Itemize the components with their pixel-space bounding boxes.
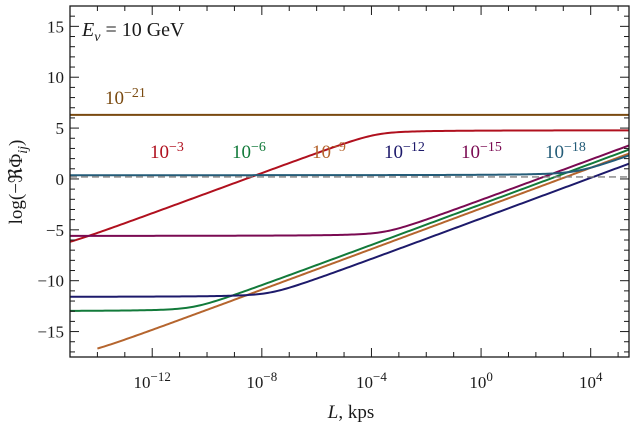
x-tick-label: 104: [579, 369, 603, 392]
x-tick-label: 100: [469, 369, 493, 392]
series-line: [97, 152, 629, 350]
x-tick-label: 10−4: [356, 369, 387, 392]
series-line: [70, 162, 629, 298]
x-tick-label: 10−8: [246, 369, 277, 392]
plot-curves: [70, 113, 629, 350]
x-axis-label: L, kps: [327, 402, 374, 423]
series-label: 10−6: [232, 140, 266, 163]
y-tick-label: −15: [37, 323, 64, 342]
y-tick-label: 0: [56, 170, 65, 189]
series-label: 10−21: [105, 86, 146, 109]
series-label: 10−18: [545, 140, 586, 163]
y-tick-label: 10: [47, 68, 64, 87]
axis-ticks: [69, 5, 629, 357]
y-tick-label: 15: [47, 17, 64, 36]
series-line: [70, 148, 629, 312]
y-tick-label: −5: [46, 221, 64, 240]
series-label: 10−12: [384, 140, 425, 163]
series-label: 10−15: [461, 140, 502, 163]
y-axis-label: log(−ℜΦij): [6, 140, 31, 225]
plot-frame: [69, 5, 630, 358]
energy-annotation: Eν = 10 GeV: [81, 19, 185, 45]
x-tick-label: 10−12: [134, 369, 171, 392]
series-label: 10−9: [312, 140, 346, 163]
series-line: [70, 129, 629, 243]
series-line: [70, 154, 629, 177]
series-label: 10−3: [150, 140, 184, 163]
y-tick-label: 5: [56, 119, 65, 138]
series-line: [70, 144, 629, 237]
series-labels: 10−3 10−6 10−9 10−12 10−15 10−18 10−21: [105, 86, 586, 163]
y-tick-label: −10: [37, 272, 64, 291]
tick-labels: 10−12 10−8 10−4 100 104 −15 −10 −5 0 5 10 15: [37, 17, 603, 392]
